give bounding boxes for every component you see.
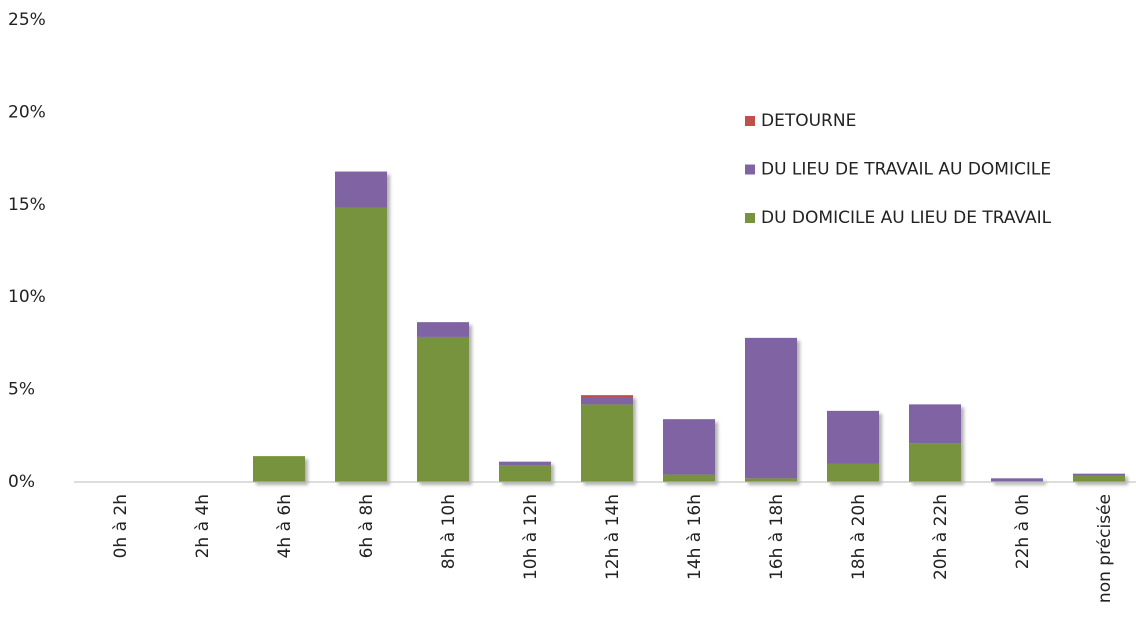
- legend-swatch: [745, 116, 755, 126]
- bar-segment: [417, 322, 469, 337]
- bar-segment: [417, 336, 469, 482]
- y-tick-label: 15%: [8, 195, 46, 215]
- x-tick-label: 18h à 20h: [849, 494, 869, 580]
- bar-segment: [499, 465, 551, 482]
- bar-segment: [335, 171, 387, 208]
- x-tick-label: 12h à 14h: [603, 494, 623, 580]
- bar-segment: [827, 410, 879, 464]
- legend-label: DU LIEU DE TRAVAIL AU DOMICILE: [761, 160, 1051, 180]
- bar-segment: [991, 478, 1043, 482]
- bar-segment: [499, 461, 551, 466]
- bar-segment: [909, 404, 961, 444]
- x-tick-label: 20h à 22h: [931, 494, 951, 580]
- bar-segment: [1073, 473, 1125, 476]
- bar-segment: [581, 404, 633, 482]
- bar-segment: [1073, 475, 1125, 482]
- bar-segment: [663, 419, 715, 475]
- x-tick-label: 4h à 6h: [275, 494, 295, 558]
- legend-swatch: [745, 164, 755, 175]
- legend-label: DETOURNE: [761, 111, 856, 131]
- bar-segment: [909, 443, 961, 482]
- bar-segment: [253, 456, 305, 482]
- bar-segment: [745, 478, 797, 482]
- x-tick-label: 2h à 4h: [193, 494, 213, 558]
- bar-segment: [827, 463, 879, 482]
- bar-segment: [745, 337, 797, 479]
- bar-segment: [581, 395, 633, 397]
- legend-swatch: [745, 213, 755, 223]
- y-tick-label: 10%: [8, 287, 46, 307]
- x-tick-label: 6h à 8h: [357, 494, 377, 558]
- y-tick-label: 5%: [8, 380, 35, 400]
- x-tick-label: 0h à 2h: [111, 494, 131, 558]
- y-tick-label: 25%: [8, 10, 46, 30]
- bar-segment: [663, 474, 715, 482]
- x-tick-label: 22h à 0h: [1013, 494, 1033, 569]
- x-tick-label: 14h à 16h: [685, 494, 705, 580]
- x-tick-label: 16h à 18h: [767, 494, 787, 580]
- legend-label: DU DOMICILE AU LIEU DE TRAVAIL: [761, 208, 1052, 228]
- bar-segment: [335, 207, 387, 482]
- x-tick-label: non précisée: [1095, 494, 1115, 603]
- bar-segment: [581, 396, 633, 405]
- y-tick-label: 0%: [8, 472, 35, 492]
- bars: [253, 171, 1125, 482]
- x-tick-label: 10h à 12h: [521, 494, 541, 580]
- x-tick-label: 8h à 10h: [439, 494, 459, 569]
- y-tick-label: 20%: [8, 102, 46, 122]
